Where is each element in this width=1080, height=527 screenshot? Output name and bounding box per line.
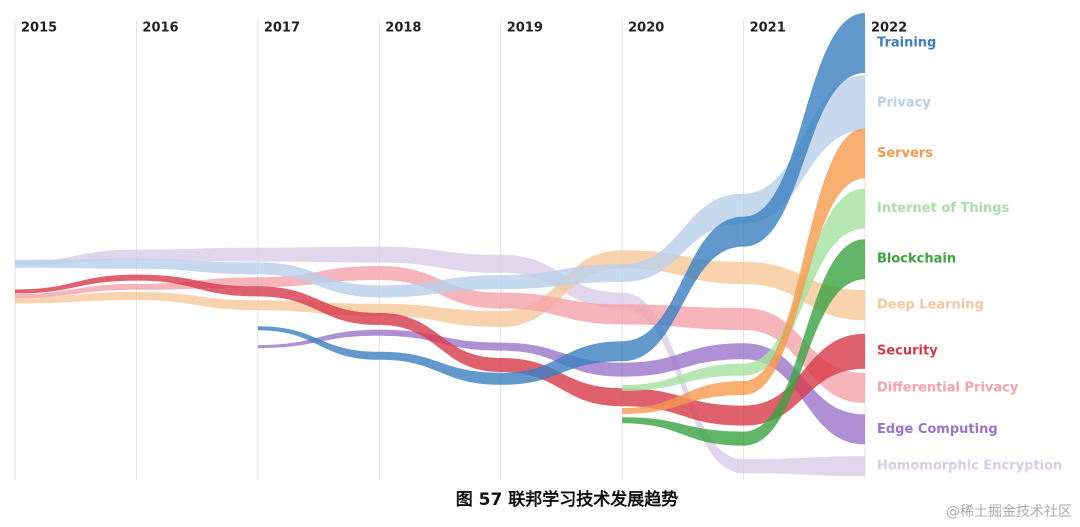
legend-label: Security xyxy=(877,344,938,359)
x-tick-label: 2016 xyxy=(142,21,178,36)
x-tick-label: 2021 xyxy=(750,21,786,36)
caption: 图 57 联邦学习技术发展趋势 xyxy=(456,489,679,510)
legend-label: Servers xyxy=(877,146,933,161)
x-tick-label: 2022 xyxy=(871,21,907,36)
x-tick-label: 2019 xyxy=(507,21,543,36)
plot: 2015 2016 2017 2018 2019 2020 2021 2022 xyxy=(14,13,907,480)
stream-band xyxy=(622,239,865,446)
legend-label: Internet of Things xyxy=(877,201,1010,216)
watermark: @稀土掘金技术社区 xyxy=(946,504,1072,520)
legend-label: Privacy xyxy=(877,95,931,110)
x-tick-label: 2018 xyxy=(385,21,421,36)
legend-label: Edge Computing xyxy=(877,422,998,437)
legend-label: Blockchain xyxy=(877,252,956,267)
stream-band xyxy=(622,188,865,391)
legend-label: Differential Privacy xyxy=(877,381,1019,396)
legend-label: Deep Learning xyxy=(877,298,984,313)
stream-band xyxy=(257,329,865,445)
x-tick-label: 2015 xyxy=(21,21,57,36)
stream-band xyxy=(15,266,865,403)
legend-label: Homomorphic Encryption xyxy=(877,459,1062,474)
stream-band xyxy=(622,128,865,414)
legend-label: Training xyxy=(877,36,936,51)
x-tick-label: 2020 xyxy=(628,21,664,36)
x-tick-label: 2017 xyxy=(264,21,300,36)
